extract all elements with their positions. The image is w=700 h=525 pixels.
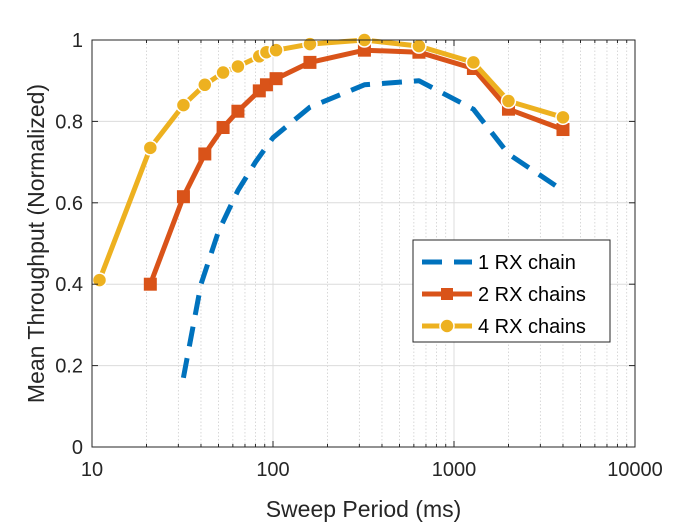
data-point-square — [143, 277, 157, 291]
y-tick-label: 0.2 — [55, 356, 83, 378]
data-point-circle — [230, 58, 246, 75]
x-tick-labels: 10 100 1000 10000 — [81, 459, 663, 481]
x-tick-label: 10 — [81, 459, 103, 481]
data-point-circle — [465, 54, 482, 71]
y-tick-label: 0.4 — [55, 274, 83, 296]
legend-label: 2 RX chains — [478, 284, 586, 306]
data-point-square — [198, 147, 212, 161]
data-point-circle — [555, 109, 571, 126]
data-point-square — [216, 121, 230, 135]
data-point-square — [176, 190, 190, 204]
x-axis-label: Sweep Period (ms) — [266, 496, 462, 522]
legend-marker-circle — [439, 318, 455, 334]
data-point-circle — [91, 272, 108, 288]
plot-frame — [91, 39, 636, 448]
tick-marks — [91, 39, 636, 448]
data-point-circle — [268, 42, 284, 58]
legend-label: 1 RX chain — [478, 252, 576, 274]
data-point-square — [231, 104, 245, 118]
series-line — [180, 78, 565, 379]
data-point-circle — [411, 38, 427, 54]
data-point-circle — [500, 93, 517, 109]
y-tick-label: 0.6 — [55, 193, 83, 215]
y-tick-labels: 0 0.2 0.4 0.6 0.8 1 — [55, 30, 83, 459]
data-point-circle — [175, 97, 192, 113]
x-tick-label: 100 — [256, 459, 289, 481]
data-point-circle — [142, 140, 159, 156]
x-tick-label: 1000 — [432, 459, 477, 481]
series-layer — [91, 32, 571, 379]
y-tick-label: 0.8 — [55, 111, 83, 133]
y-tick-label: 0 — [72, 437, 83, 459]
legend: 1 RX chain 2 RX chains 4 RX chains — [412, 239, 611, 343]
data-point-square — [269, 72, 283, 86]
data-point-square — [303, 55, 317, 69]
data-point-circle — [215, 64, 231, 81]
legend-marker-square — [441, 288, 453, 300]
x-tick-label: 10000 — [607, 459, 663, 481]
y-axis-label: Mean Throughput (Normalized) — [23, 84, 49, 403]
data-point-circle — [302, 36, 318, 52]
data-point-circle — [197, 77, 213, 93]
series-3 — [91, 32, 571, 288]
data-point-square — [556, 123, 570, 137]
legend-label: 4 RX chains — [478, 316, 586, 338]
y-tick-label: 1 — [72, 30, 83, 52]
series-1 — [180, 78, 565, 379]
